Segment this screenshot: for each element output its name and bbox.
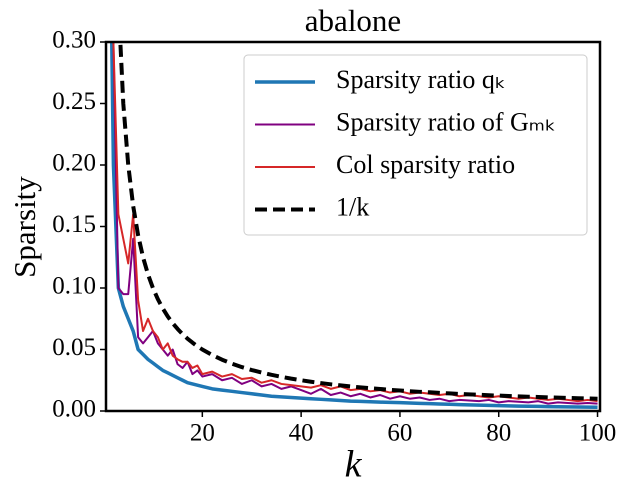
legend: Sparsity ratio qₖ Sparsity ratio of Gₘₖ Co… [243, 54, 588, 236]
legend-label: Sparsity ratio qₖ [336, 65, 506, 94]
legend-label: Sparsity ratio of Gₘₖ [336, 107, 556, 136]
x-tick-label: 80 [486, 420, 511, 447]
x-tick-label: 100 [579, 420, 617, 447]
chart-title: abalone [305, 3, 401, 38]
plot-area [110, 42, 598, 410]
y-axis-label: Sparsity [7, 176, 42, 278]
y-tick-label: 0.05 [52, 334, 96, 361]
y-tick-label: 0.15 [52, 211, 96, 238]
y-tick-label: 0.00 [52, 396, 96, 423]
legend-label: Col sparsity ratio [336, 150, 515, 179]
y-tick-label: 0.30 [52, 27, 96, 54]
legend-label: 1/k [336, 192, 369, 221]
series-line [118, 42, 598, 401]
legend-box [243, 54, 588, 236]
x-axis-label: k [345, 444, 363, 486]
y-tick-label: 0.25 [52, 88, 96, 115]
x-tick-label: 60 [387, 420, 412, 447]
x-tick-label: 20 [190, 420, 215, 447]
y-tick-label: 0.10 [52, 273, 96, 300]
y-tick-label: 0.20 [52, 150, 96, 177]
series-line [112, 42, 598, 405]
series-line [110, 42, 598, 410]
x-tick-label: 40 [289, 420, 314, 447]
